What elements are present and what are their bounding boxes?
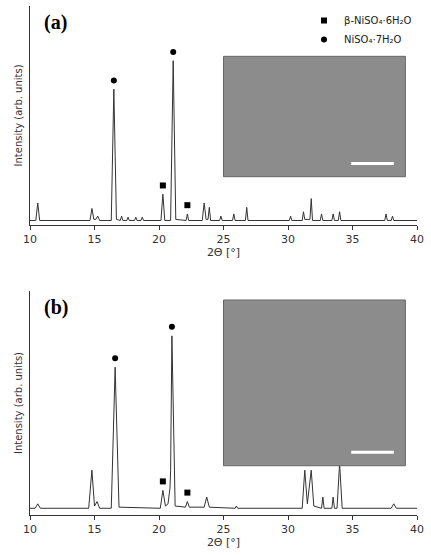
svg-text:20: 20 [152,233,166,246]
svg-text:15: 15 [88,233,102,246]
svg-text:30: 30 [281,523,295,536]
svg-text:2Θ [°]: 2Θ [°] [207,536,240,549]
svg-text:40: 40 [410,523,424,536]
svg-text:15: 15 [88,523,102,536]
svg-text:35: 35 [346,523,360,536]
svg-text:2Θ [°]: 2Θ [°] [207,246,240,259]
svg-text:25: 25 [217,233,231,246]
svg-text:20: 20 [152,523,166,536]
svg-text:NiSO₄·7H₂O: NiSO₄·7H₂O [344,34,402,45]
svg-text:25: 25 [217,523,231,536]
svg-text:Intensity (arb. units): Intensity (arb. units) [13,352,24,454]
svg-text:(a): (a) [44,11,67,34]
svg-text:(b): (b) [44,296,68,319]
svg-text:40: 40 [410,233,424,246]
svg-text:30: 30 [281,233,295,246]
svg-text:10: 10 [23,523,37,536]
svg-text:10: 10 [23,233,37,246]
svg-text:β-NiSO₄·6H₂O: β-NiSO₄·6H₂O [344,15,412,26]
svg-text:35: 35 [346,233,360,246]
svg-text:Intensity (arb. units): Intensity (arb. units) [13,64,24,166]
